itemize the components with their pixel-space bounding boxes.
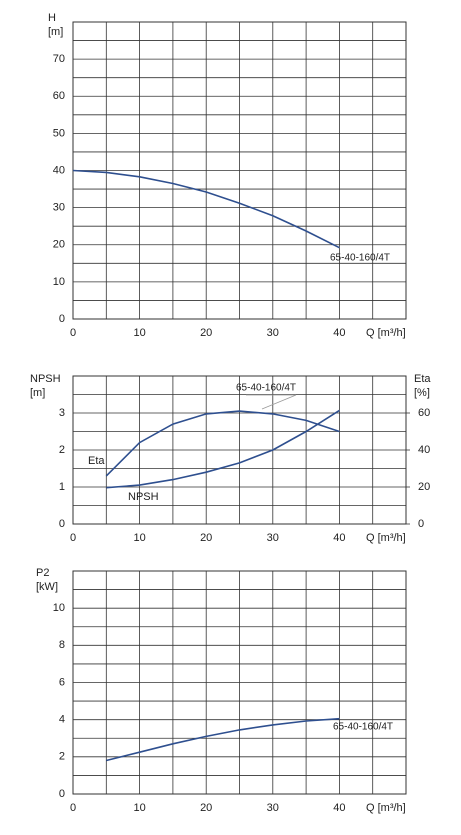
series-line bbox=[72, 169, 340, 249]
y2-tick-label: 0 bbox=[418, 518, 424, 530]
leader-line bbox=[246, 394, 297, 410]
y-axis-label: P2 bbox=[36, 567, 49, 579]
y-tick-label: 3 bbox=[59, 407, 65, 419]
y-tick-label: 2 bbox=[59, 444, 65, 456]
y2-axis-label: Eta bbox=[414, 373, 431, 385]
y2-axis-label: [%] bbox=[414, 387, 430, 399]
series-line bbox=[106, 717, 340, 762]
y-tick-label: 0 bbox=[59, 313, 65, 325]
y2-tick-label: 40 bbox=[418, 444, 430, 456]
y-tick-label: 50 bbox=[53, 127, 65, 139]
x-tick-label: 10 bbox=[133, 532, 145, 544]
annotation: 65-40-160/4T bbox=[236, 383, 296, 394]
x-tick-label: 20 bbox=[200, 327, 212, 339]
x-axis-label: Q [m³/h] bbox=[366, 802, 406, 814]
x-tick-label: 20 bbox=[200, 532, 212, 544]
y-axis-label: NPSH bbox=[30, 373, 61, 385]
y-tick-label: 40 bbox=[53, 164, 65, 176]
y-tick-label: 70 bbox=[53, 53, 65, 65]
x-tick-label: 0 bbox=[70, 802, 76, 814]
y-tick-label: 60 bbox=[53, 90, 65, 102]
x-axis-label: Q [m³/h] bbox=[366, 327, 406, 339]
series-line bbox=[105, 410, 340, 477]
x-tick-label: 10 bbox=[133, 327, 145, 339]
y-axis-label: [m] bbox=[30, 387, 45, 399]
y2-tick-label: 20 bbox=[418, 481, 430, 493]
x-tick-label: 40 bbox=[333, 802, 345, 814]
y-tick-label: 10 bbox=[53, 602, 65, 614]
x-tick-label: 10 bbox=[133, 802, 145, 814]
y-tick-label: 6 bbox=[59, 676, 65, 688]
y-tick-label: 20 bbox=[53, 239, 65, 251]
x-tick-label: 40 bbox=[333, 327, 345, 339]
x-tick-label: 30 bbox=[267, 327, 279, 339]
x-tick-label: 30 bbox=[267, 802, 279, 814]
x-axis-label: Q [m³/h] bbox=[366, 532, 406, 544]
y-tick-label: 8 bbox=[59, 639, 65, 651]
x-tick-label: 0 bbox=[70, 532, 76, 544]
y-tick-label: 1 bbox=[59, 481, 65, 493]
y-tick-label: 30 bbox=[53, 202, 65, 214]
y-tick-label: 4 bbox=[59, 714, 65, 726]
y-tick-label: 0 bbox=[59, 518, 65, 530]
y-axis-label: [m] bbox=[48, 26, 63, 38]
y-tick-label: 0 bbox=[59, 788, 65, 800]
series-label: 65-40-160/4T bbox=[330, 253, 390, 264]
series-label: NPSH bbox=[128, 491, 159, 503]
series-line bbox=[106, 409, 340, 489]
x-tick-label: 20 bbox=[200, 802, 212, 814]
x-tick-label: 0 bbox=[70, 327, 76, 339]
x-tick-label: 30 bbox=[267, 532, 279, 544]
y2-tick-label: 60 bbox=[418, 407, 430, 419]
x-tick-label: 40 bbox=[333, 532, 345, 544]
y-tick-label: 10 bbox=[53, 276, 65, 288]
y-tick-label: 2 bbox=[59, 751, 65, 763]
series-label: Eta bbox=[88, 455, 105, 467]
y-axis-label: [kW] bbox=[36, 581, 58, 593]
y-axis-label: H bbox=[48, 12, 56, 24]
series-label: 65-40-160/4T bbox=[333, 722, 393, 733]
